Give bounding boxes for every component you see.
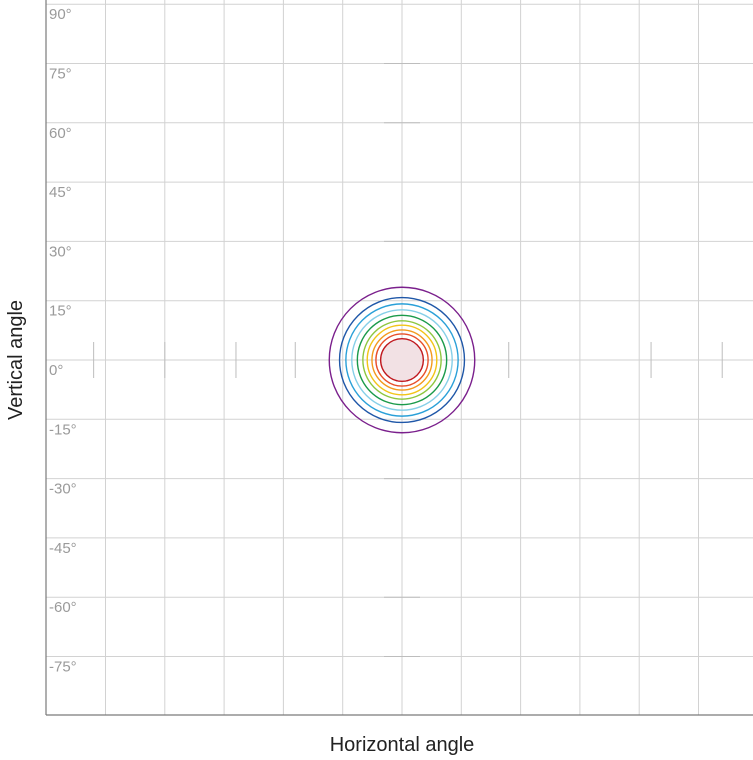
y-axis-label: Vertical angle (5, 300, 27, 420)
contour-ring (351, 309, 453, 411)
y-tick-label: 15° (49, 303, 72, 320)
contour-ring (338, 296, 466, 424)
y-tick-label: 60° (49, 125, 72, 142)
plot-frame (45, 0, 753, 716)
y-tick-label: -30° (49, 481, 77, 498)
y-tick-label: 90° (49, 6, 72, 23)
center-tick-marks (93, 63, 723, 657)
y-tick-label: -45° (49, 540, 77, 557)
y-tick-label: -75° (49, 659, 77, 676)
contour-ring (375, 333, 429, 387)
y-tick-label: 45° (49, 184, 72, 201)
y-tick-label: 75° (49, 66, 72, 83)
contour-ring (356, 314, 448, 406)
contour-ring (366, 324, 438, 396)
y-tick-label: -60° (49, 599, 77, 616)
y-tick-label: 30° (49, 243, 72, 260)
contour-ring (371, 329, 433, 391)
contour-ring (379, 337, 425, 383)
y-tick-label: -15° (49, 421, 77, 438)
contour-ring (362, 320, 442, 400)
contour-rings (328, 286, 476, 434)
y-tick-labels: 90° 75° 60° 45° 30° 15° 0° -15° -30° -45° -60° -75° (49, 6, 77, 675)
contour-ring (345, 303, 459, 417)
y-tick-label: 0° (49, 362, 63, 379)
x-axis-label: Horizontal angle (330, 734, 475, 756)
contour-ring (328, 286, 476, 434)
